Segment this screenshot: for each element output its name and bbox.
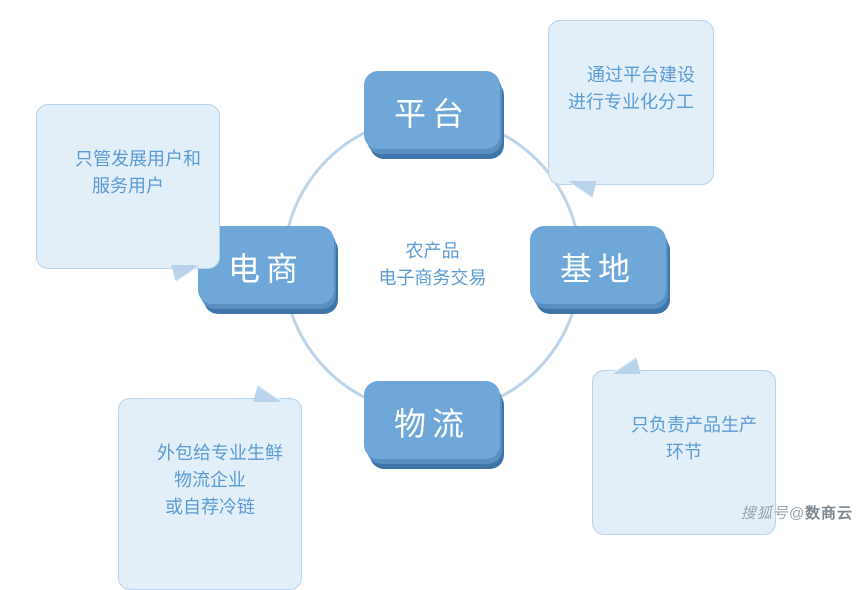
callout-base-text: 只负责产品生产 环节	[631, 415, 757, 462]
callout-platform-text: 通过平台建设 进行专业化分工	[568, 65, 695, 112]
node-platform-label: 平台	[364, 71, 500, 149]
callout-tail-icon	[166, 266, 200, 282]
callout-tail-icon	[612, 357, 646, 373]
watermark-sep: @	[789, 505, 805, 522]
callout-tail-icon	[568, 182, 602, 198]
callout-logistics: 外包给专业生鲜 物流企业 或自荐冷链	[118, 398, 302, 590]
node-base: 基地	[530, 226, 666, 304]
callout-ecommerce: 只管发展用户和 服务用户	[36, 104, 220, 269]
node-logistics: 物流	[364, 381, 500, 459]
callout-logistics-text: 外包给专业生鲜 物流企业 或自荐冷链	[157, 443, 283, 517]
center-label: 农产品 电子商务交易	[379, 238, 487, 292]
watermark-name: 数商云	[805, 505, 853, 522]
diagram-stage: 农产品 电子商务交易 平台 基地 物流 电商 通过平台建设 进行专业化分工 只负…	[0, 0, 865, 529]
watermark-prefix: 搜狐号	[741, 505, 789, 522]
callout-platform: 通过平台建设 进行专业化分工	[548, 20, 714, 185]
node-logistics-label: 物流	[364, 381, 500, 459]
node-platform: 平台	[364, 71, 500, 149]
node-base-label: 基地	[530, 226, 666, 304]
callout-ecommerce-text: 只管发展用户和 服务用户	[75, 149, 201, 196]
callout-tail-icon	[248, 385, 282, 401]
watermark: 搜狐号@数商云	[741, 502, 853, 523]
